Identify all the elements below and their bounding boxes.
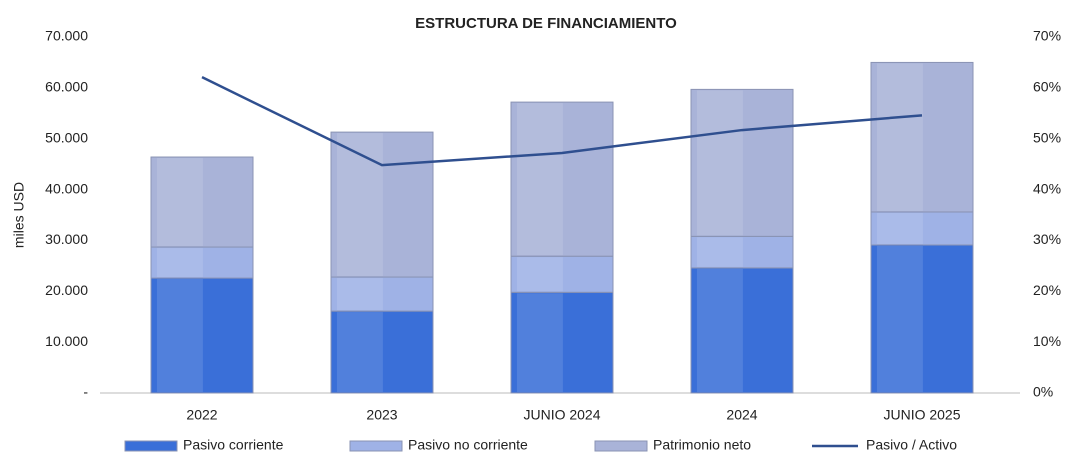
legend-swatch [594, 440, 648, 452]
y-tick-label: 70.000 [45, 28, 88, 44]
legend-swatch [349, 440, 403, 452]
bar [150, 246, 254, 279]
bar [870, 61, 974, 213]
y2-tick-label: 10% [1033, 333, 1061, 349]
legend-label: Patrimonio neto [653, 437, 751, 453]
bar [330, 131, 434, 278]
y2-tick-label: 50% [1033, 129, 1061, 145]
bar-shine [697, 268, 743, 392]
bar [330, 310, 434, 394]
bar [150, 277, 254, 394]
line-series [201, 76, 923, 167]
bar-shine [697, 237, 743, 267]
y-axis-label: miles USD [11, 182, 27, 248]
y2-tick-label: 0% [1033, 384, 1053, 400]
bar [330, 276, 434, 312]
legend-label: Pasivo no corriente [408, 437, 528, 453]
bar-shine [697, 90, 743, 236]
bar-shine [337, 133, 383, 277]
y-tick-label: 50.000 [45, 129, 88, 145]
x-tick-label: 2022 [186, 407, 217, 423]
bar [690, 88, 794, 237]
x-tick-label: JUNIO 2024 [523, 407, 600, 423]
bar-shine [877, 246, 923, 392]
y-tick-label: 10.000 [45, 333, 88, 349]
bar [150, 156, 254, 248]
x-tick-label: 2024 [726, 407, 757, 423]
y2-tick-label: 40% [1033, 180, 1061, 196]
bar [870, 211, 974, 246]
bar-shine [517, 257, 563, 292]
bar-shine [877, 212, 923, 245]
y2-tick-label: 60% [1033, 79, 1061, 95]
bar-shine [517, 293, 563, 392]
bar-shine [517, 103, 563, 256]
y-tick-label: - [83, 384, 88, 400]
bar-shine [157, 279, 203, 392]
legend-label: Pasivo / Activo [866, 437, 957, 453]
y-tick-label: 60.000 [45, 79, 88, 95]
bar-shine [157, 158, 203, 247]
bar [870, 244, 974, 394]
bar [510, 101, 614, 257]
bar [690, 267, 794, 394]
y-tick-label: 40.000 [45, 180, 88, 196]
y2-tick-label: 70% [1033, 28, 1061, 44]
bar-shine [337, 312, 383, 392]
bar-shine [877, 63, 923, 211]
bar-shine [157, 248, 203, 278]
y-tick-label: 30.000 [45, 231, 88, 247]
x-tick-label: JUNIO 2025 [883, 407, 960, 423]
bar [510, 255, 614, 293]
y-tick-label: 20.000 [45, 282, 88, 298]
legend-label: Pasivo corriente [183, 437, 284, 453]
bar-shine [337, 278, 383, 311]
y2-tick-label: 20% [1033, 282, 1061, 298]
legend-swatch [124, 440, 178, 452]
x-tick-label: 2023 [366, 407, 397, 423]
y2-tick-label: 30% [1033, 231, 1061, 247]
chart-title: ESTRUCTURA DE FINANCIAMIENTO [415, 15, 677, 32]
bar [690, 235, 794, 269]
